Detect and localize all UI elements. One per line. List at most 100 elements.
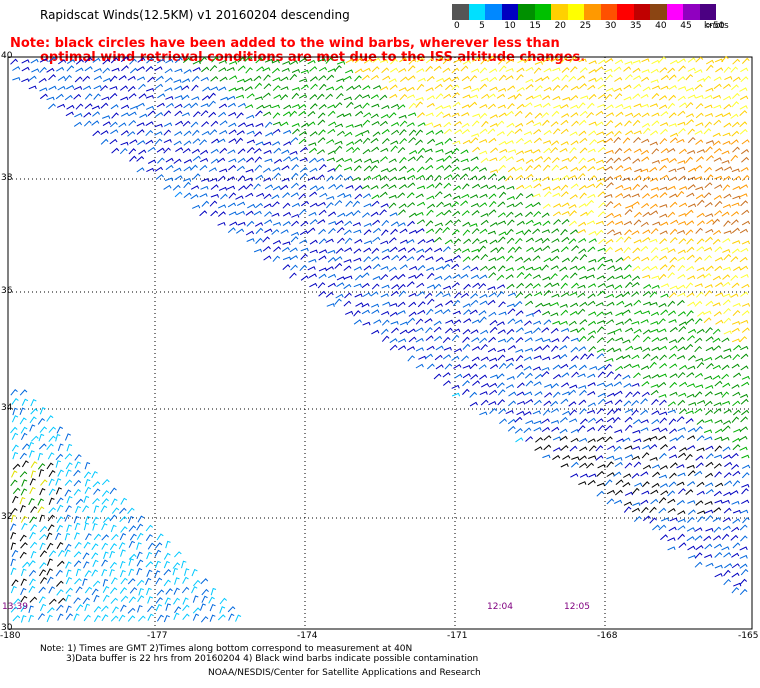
wind-barb — [272, 77, 281, 82]
wind-barb — [741, 472, 750, 479]
wind-barb — [615, 321, 624, 326]
wind-barb — [543, 129, 552, 136]
wind-barb — [659, 230, 668, 235]
wind-barb — [29, 596, 38, 603]
wind-barb — [659, 336, 668, 342]
wind-barb — [677, 311, 686, 317]
wind-barb — [651, 284, 660, 289]
wind-barb — [705, 87, 714, 92]
wind-barb — [390, 221, 400, 227]
wind-barb — [516, 410, 525, 416]
wind-barb — [516, 220, 525, 226]
wind-barb — [570, 229, 579, 235]
wind-barb — [668, 418, 677, 425]
wind-barb — [625, 345, 634, 351]
wind-barb — [669, 345, 678, 351]
wind-barb — [156, 533, 164, 541]
wind-barb — [596, 139, 605, 144]
wind-barb — [578, 237, 587, 243]
wind-barb — [615, 355, 625, 361]
wind-barb — [615, 257, 624, 263]
wind-barb — [408, 212, 417, 218]
wind-barb — [406, 192, 415, 199]
wind-barb — [732, 409, 741, 416]
wind-barb — [542, 338, 551, 343]
wind-barb — [667, 300, 676, 307]
wind-barb — [39, 533, 47, 541]
wind-barb — [289, 60, 299, 65]
wind-barb — [191, 84, 199, 92]
wind-barb — [443, 128, 452, 135]
wind-barb — [46, 443, 54, 451]
wind-barb — [704, 436, 713, 441]
wind-barb — [587, 479, 596, 486]
wind-barb — [200, 76, 209, 82]
wind-barb — [201, 121, 209, 127]
wind-barb — [677, 264, 686, 272]
wind-barb — [326, 175, 334, 182]
wind-barb — [723, 166, 733, 171]
wind-barb — [660, 283, 670, 288]
wind-barb — [462, 265, 471, 271]
wind-barb — [84, 570, 92, 577]
wind-barb — [208, 167, 217, 172]
wind-barb — [318, 255, 327, 261]
wind-barb — [463, 238, 472, 244]
wind-barb — [524, 149, 533, 154]
wind-barb — [173, 587, 180, 595]
wind-barb — [651, 59, 660, 65]
wind-barb — [498, 191, 507, 199]
wind-barb — [677, 472, 686, 477]
wind-barb — [641, 58, 650, 63]
wind-barb — [489, 157, 498, 162]
wind-barb — [336, 78, 345, 82]
wind-barb — [146, 57, 154, 64]
wind-barb — [200, 185, 209, 190]
wind-barb — [739, 228, 749, 234]
wind-barb — [739, 110, 748, 116]
wind-barb — [10, 523, 17, 531]
wind-barb — [155, 111, 164, 118]
wind-barb — [174, 57, 183, 64]
wind-barb — [55, 460, 62, 468]
wind-barb — [569, 384, 578, 389]
wind-barb — [55, 487, 62, 495]
wind-barb — [712, 517, 721, 523]
wind-barb — [544, 392, 553, 398]
wind-barb — [336, 157, 345, 163]
wind-barb — [631, 282, 640, 288]
wind-barb — [442, 380, 451, 386]
wind-barb — [137, 140, 146, 146]
wind-barb — [471, 68, 480, 73]
wind-barb — [182, 576, 189, 584]
wind-barb — [426, 75, 435, 82]
wind-barb — [174, 191, 183, 198]
wind-barb — [318, 273, 327, 279]
wind-barb — [568, 220, 577, 226]
wind-barb — [226, 67, 235, 72]
wind-barb — [165, 540, 171, 549]
wind-barb — [714, 573, 723, 578]
wind-barb — [551, 248, 560, 254]
wind-barb — [111, 507, 120, 514]
wind-barb — [641, 69, 650, 73]
wind-barb — [633, 328, 642, 334]
wind-barb — [192, 173, 201, 180]
wind-barb — [102, 67, 111, 74]
wind-barb — [660, 74, 669, 81]
wind-barb — [595, 229, 604, 236]
wind-barb — [579, 301, 588, 307]
wind-barb — [515, 336, 524, 343]
wind-barb — [641, 112, 650, 118]
wind-barb — [407, 156, 416, 162]
wind-barb — [496, 185, 506, 190]
wind-barb — [155, 597, 163, 604]
wind-barb — [20, 515, 28, 523]
wind-barb — [101, 559, 108, 567]
wind-barb — [119, 561, 126, 569]
wind-barb — [173, 167, 182, 173]
wind-barb — [263, 104, 272, 109]
wind-barb — [128, 525, 137, 532]
wind-barb — [201, 66, 210, 73]
wind-barb — [604, 363, 612, 371]
